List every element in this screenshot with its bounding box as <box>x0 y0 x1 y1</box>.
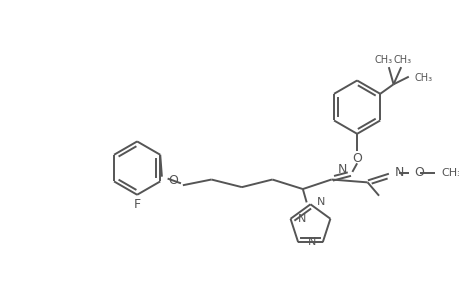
Text: F: F <box>133 198 140 211</box>
Text: CH₃: CH₃ <box>373 56 392 65</box>
Text: CH₃: CH₃ <box>414 73 432 82</box>
Text: O: O <box>352 152 361 165</box>
Text: N: N <box>316 197 325 207</box>
Text: CH₃: CH₃ <box>440 168 459 178</box>
Text: N: N <box>297 214 306 224</box>
Text: N: N <box>337 164 347 176</box>
Text: CH₃: CH₃ <box>392 56 410 65</box>
Text: O: O <box>414 167 423 179</box>
Text: O: O <box>168 174 178 187</box>
Text: N: N <box>307 237 315 247</box>
Text: N: N <box>393 167 403 179</box>
